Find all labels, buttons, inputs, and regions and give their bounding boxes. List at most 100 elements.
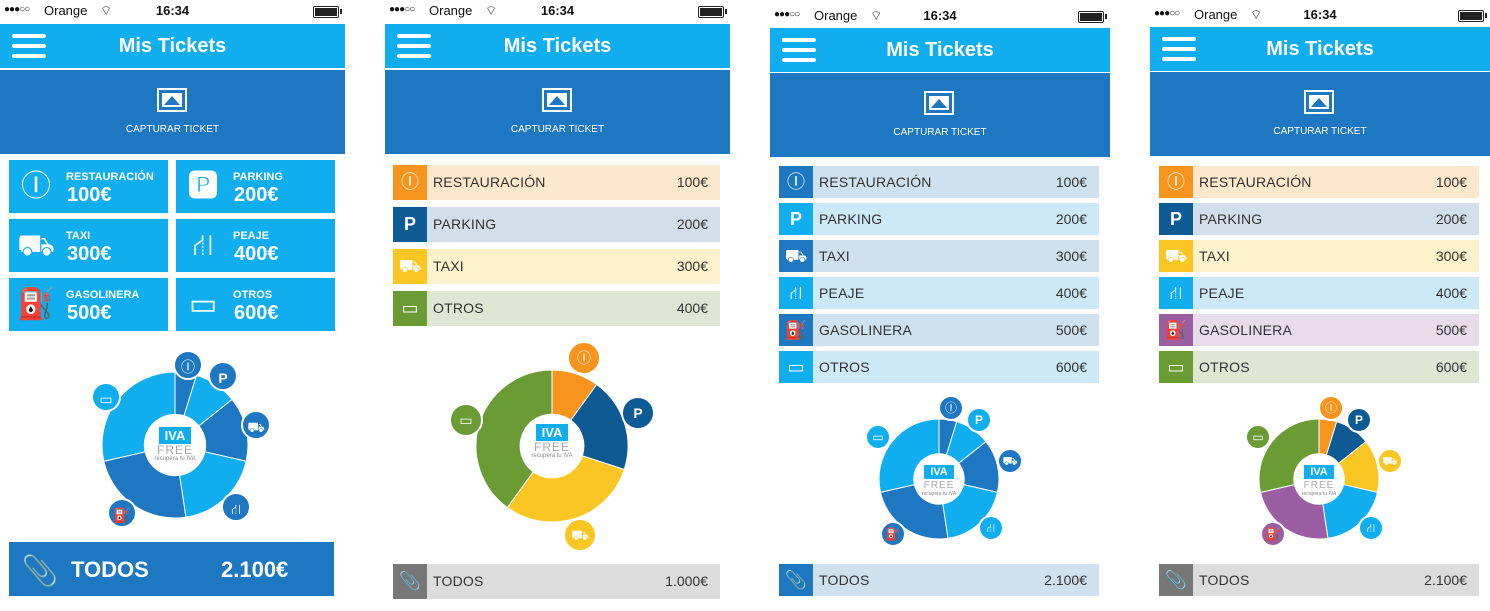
taxi-icon: ⛟ (17, 229, 55, 262)
fuel-icon[interactable]: ⛽ (880, 521, 906, 547)
row-label: RESTAURACIÓN (819, 174, 932, 190)
wallet-icon[interactable]: ▭ (865, 424, 891, 450)
page-title: Mis Tickets (118, 35, 227, 57)
row-value: 100€ (1055, 174, 1087, 190)
parking-icon[interactable]: P (1346, 407, 1372, 433)
row-taxi[interactable]: ⛟ TAXI 300€ (393, 249, 720, 284)
row-peaje[interactable]: ⛙ PEAJE 400€ (1159, 277, 1479, 309)
capture-ticket-button[interactable]: CAPTURAR TICKET (0, 70, 345, 154)
tile-value: 600€ (234, 302, 279, 324)
battery-icon (313, 6, 342, 18)
tile-taxi[interactable]: ⛟ TAXI 300€ (9, 219, 168, 272)
capture-ticket-button[interactable]: CAPTURAR TICKET (385, 70, 730, 154)
row-taxi[interactable]: ⛟ TAXI 300€ (1159, 240, 1479, 272)
todos-value: 2.100€ (221, 557, 289, 582)
wallet-icon[interactable]: ▭ (91, 382, 121, 412)
menu-icon[interactable] (1162, 37, 1196, 61)
parking-icon: P (393, 207, 427, 242)
iva-free-logo: IVA FREE recupera tu IVA (150, 427, 200, 462)
row-value: 600€ (1435, 359, 1467, 375)
fork-knife-icon[interactable]: Ⓘ (567, 341, 601, 375)
paperclip-icon: 📎 (393, 564, 427, 599)
row-gasolinera[interactable]: ⛽ GASOLINERA 500€ (1159, 314, 1479, 346)
row-parking[interactable]: P PARKING 200€ (1159, 203, 1479, 235)
capture-ticket-button[interactable]: CAPTURAR TICKET (1150, 72, 1490, 156)
row-label: OTROS (433, 300, 484, 316)
tile-peaje[interactable]: ⛙ PEAJE 400€ (176, 219, 335, 272)
fuel-icon[interactable]: ⛽ (1260, 521, 1286, 547)
row-value: 400€ (1435, 285, 1467, 301)
taxi-icon[interactable]: ⛟ (997, 448, 1023, 474)
taxi-icon[interactable]: ⛟ (241, 410, 271, 440)
parking-icon[interactable]: P (208, 361, 238, 391)
todos-value: 2.100€ (1424, 572, 1467, 588)
row-value: 300€ (1435, 248, 1467, 264)
row-value: 600€ (1055, 359, 1087, 375)
row-label: PARKING (433, 216, 497, 232)
row-label: TAXI (1199, 248, 1230, 264)
tile-value: 100€ (67, 184, 112, 206)
fork-knife-icon: Ⓘ (779, 166, 813, 198)
row-otros[interactable]: ▭ OTROS 400€ (393, 291, 720, 326)
fork-knife-icon[interactable]: Ⓘ (1318, 395, 1344, 421)
row-label: PARKING (1199, 211, 1263, 227)
phone-screen-1: ●●●○○ Orange ⌔ 16:34 Mis Tickets CAPTURA… (0, 0, 345, 611)
capture-label: CAPTURAR TICKET (893, 127, 987, 138)
tile-parking[interactable]: 🅿 PARKING 200€ (176, 160, 335, 213)
road-icon[interactable]: ⛙ (1358, 515, 1384, 541)
row-restauracion[interactable]: Ⓘ RESTAURACIÓN 100€ (779, 166, 1099, 198)
fork-knife-icon[interactable]: Ⓘ (938, 395, 964, 421)
row-label: RESTAURACIÓN (1199, 174, 1312, 190)
row-value: 200€ (1055, 211, 1087, 227)
page-title: Mis Tickets (886, 39, 994, 61)
page-title: Mis Tickets (503, 35, 612, 57)
logo-tagline: recupera tu IVA (154, 456, 196, 462)
fork-knife-icon[interactable]: Ⓘ (173, 350, 203, 380)
row-parking[interactable]: P PARKING 200€ (779, 203, 1099, 235)
row-value: 300€ (676, 258, 708, 274)
tile-restauracion[interactable]: Ⓘ RESTAURACIÓN 100€ (9, 160, 168, 213)
capture-ticket-button[interactable]: CAPTURAR TICKET (770, 73, 1110, 157)
todos-total-button[interactable]: 📎 TODOS 2.100€ (1159, 564, 1479, 596)
todos-total-button[interactable]: 📎 TODOS 1.000€ (393, 564, 720, 599)
logo-tagline: recupera tu IVA (1301, 491, 1337, 497)
todos-total-button[interactable]: 📎 TODOS 2.100€ (9, 542, 334, 596)
logo-free: FREE (1303, 480, 1335, 491)
logo-badge: IVA (924, 465, 954, 479)
row-restauracion[interactable]: Ⓘ RESTAURACIÓN 100€ (393, 165, 720, 200)
taxi-icon[interactable]: ⛟ (1377, 448, 1403, 474)
wallet-icon[interactable]: ▭ (1245, 424, 1271, 450)
expense-donut-chart (878, 418, 1000, 540)
header-bar: Mis Tickets (1150, 27, 1490, 71)
row-gasolinera[interactable]: ⛽ GASOLINERA 500€ (779, 314, 1099, 346)
row-label: OTROS (1199, 359, 1250, 375)
row-label: OTROS (819, 359, 870, 375)
menu-icon[interactable] (397, 34, 431, 58)
parking-icon[interactable]: P (621, 396, 655, 430)
status-bar: ●●●○○ Orange ⌔ 16:34 (1150, 4, 1490, 26)
row-otros[interactable]: ▭ OTROS 600€ (1159, 351, 1479, 383)
tile-gasolinera[interactable]: ⛽ GASOLINERA 500€ (9, 278, 168, 331)
menu-icon[interactable] (782, 38, 816, 62)
parking-icon[interactable]: P (966, 407, 992, 433)
row-parking[interactable]: P PARKING 200€ (393, 207, 720, 242)
fuel-icon[interactable]: ⛽ (107, 498, 137, 528)
tile-label: GASOLINERA (66, 289, 140, 301)
row-restauracion[interactable]: Ⓘ RESTAURACIÓN 100€ (1159, 166, 1479, 198)
wallet-icon[interactable]: ▭ (449, 403, 483, 437)
paperclip-icon: 📎 (779, 564, 813, 596)
taxi-icon[interactable]: ⛟ (563, 518, 597, 552)
row-taxi[interactable]: ⛟ TAXI 300€ (779, 240, 1099, 272)
road-icon[interactable]: ⛙ (978, 515, 1004, 541)
menu-icon[interactable] (12, 34, 46, 58)
todos-value: 1.000€ (665, 573, 708, 589)
tile-value: 300€ (67, 243, 112, 265)
road-icon[interactable]: ⛙ (221, 492, 251, 522)
todos-total-button[interactable]: 📎 TODOS 2.100€ (779, 564, 1099, 596)
row-otros[interactable]: ▭ OTROS 600€ (779, 351, 1099, 383)
logo-free: FREE (156, 443, 193, 457)
row-peaje[interactable]: ⛙ PEAJE 400€ (779, 277, 1099, 309)
expense-donut-chart (101, 371, 249, 519)
phone-screen-3: ●●●○○ Orange ⌔ 16:34 Mis Tickets CAPTURA… (770, 0, 1110, 611)
tile-otros[interactable]: ▭ OTROS 600€ (176, 278, 335, 331)
